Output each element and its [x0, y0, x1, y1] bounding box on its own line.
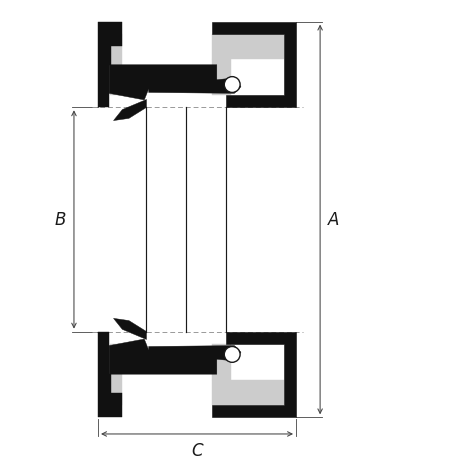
Polygon shape	[212, 344, 230, 381]
Circle shape	[224, 78, 240, 93]
Polygon shape	[113, 100, 146, 121]
Polygon shape	[110, 344, 122, 393]
Polygon shape	[109, 339, 218, 375]
Polygon shape	[212, 60, 230, 96]
Polygon shape	[148, 346, 241, 361]
Polygon shape	[110, 47, 122, 96]
Polygon shape	[113, 319, 146, 340]
Polygon shape	[98, 332, 122, 417]
Polygon shape	[148, 79, 241, 94]
Polygon shape	[212, 381, 283, 405]
Text: A: A	[327, 211, 339, 229]
Polygon shape	[109, 66, 218, 101]
Text: C: C	[191, 441, 202, 459]
Polygon shape	[212, 22, 295, 108]
Polygon shape	[98, 22, 122, 108]
Polygon shape	[111, 35, 122, 47]
Circle shape	[224, 347, 240, 363]
Polygon shape	[111, 393, 122, 405]
Text: B: B	[55, 211, 66, 229]
Polygon shape	[212, 332, 295, 417]
Polygon shape	[212, 35, 283, 60]
